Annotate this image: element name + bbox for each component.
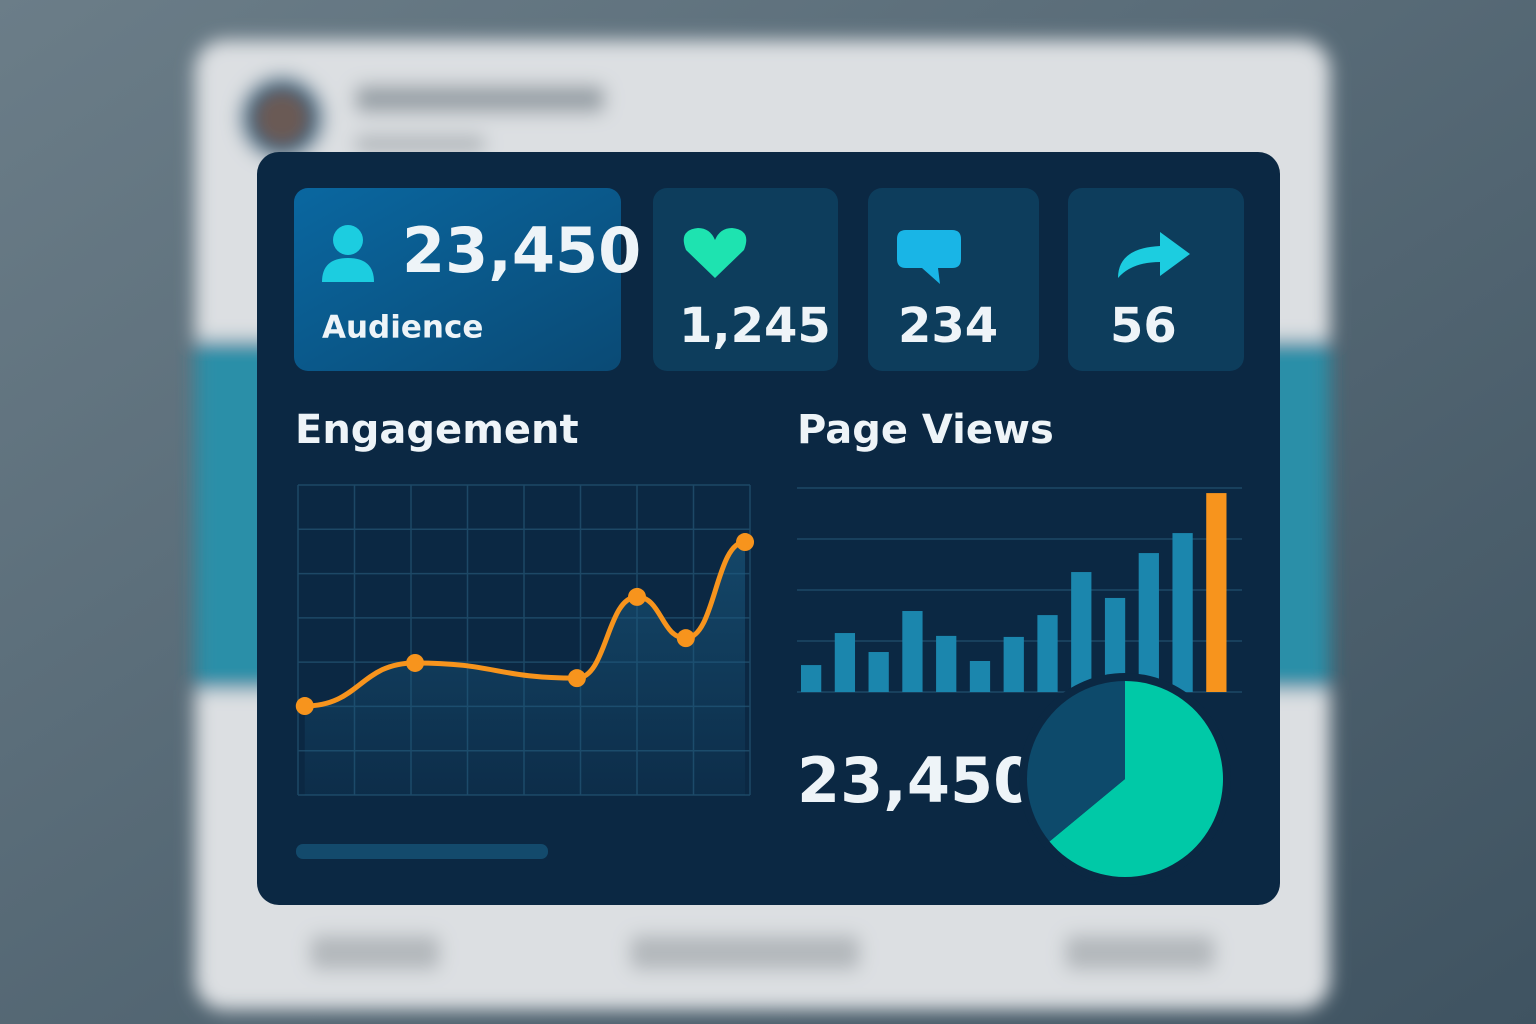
line-point [628,587,646,606]
bar [1104,597,1126,692]
bar [834,633,856,692]
line-point [567,669,586,688]
bar [1172,533,1193,692]
pie-slice [1027,681,1125,842]
user-icon [322,225,374,282]
bar [936,635,957,692]
line-point [676,629,695,648]
share-icon [1118,232,1190,278]
bar [868,652,889,692]
pie-slice [1049,681,1224,877]
stat-card [1068,188,1244,371]
bar [1138,553,1159,692]
bar [1003,636,1024,692]
line [302,539,748,709]
stat-value: 234 [898,298,998,354]
total-value: 23,450 [797,744,1036,817]
stat-label: Audience [322,310,483,346]
stat-card [294,188,621,371]
stat-value: 1,245 [679,298,831,354]
bar [801,665,822,692]
line-point [295,697,314,716]
comment-icon [897,230,961,284]
progress-bar [296,844,548,859]
bar [1037,615,1058,692]
chart-title: Page Views [797,407,1054,453]
bar [1071,572,1092,692]
bar [1206,493,1227,692]
stat-value: 23,450 [402,214,641,287]
line-point [736,533,755,552]
bar [969,660,991,692]
heart-icon [683,228,747,278]
line-point [406,653,425,672]
chart-title: Engagement [295,407,579,453]
stat-value: 56 [1110,298,1177,354]
bar [902,611,923,692]
